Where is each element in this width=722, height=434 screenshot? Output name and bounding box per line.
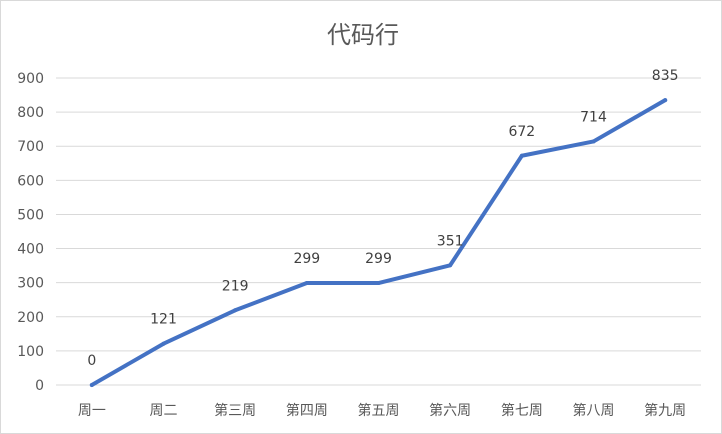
data-label: 0 — [87, 353, 96, 369]
data-point — [304, 281, 309, 286]
data-label: 121 — [150, 312, 177, 328]
data-point — [89, 383, 94, 387]
y-tick-label: 500 — [17, 207, 44, 223]
y-tick-label: 600 — [17, 173, 44, 189]
data-label: 351 — [437, 233, 464, 249]
y-tick-label: 900 — [17, 71, 44, 87]
data-point — [161, 341, 166, 346]
x-tick-label: 第三周 — [214, 402, 256, 419]
y-tick-label: 800 — [17, 105, 44, 121]
data-label: 714 — [580, 109, 607, 125]
y-axis-tick-labels: 0 100 200 300 400 500 600 700 800 900 — [17, 71, 44, 394]
data-point — [519, 153, 524, 158]
x-tick-label: 第七周 — [501, 402, 543, 419]
data-labels: 0 121 219 299 299 351 672 714 835 — [87, 68, 678, 369]
x-tick-label: 周二 — [150, 403, 178, 419]
data-point — [376, 281, 381, 286]
data-label: 299 — [365, 251, 392, 267]
data-point — [663, 98, 668, 103]
chart-title: 代码行 — [327, 21, 399, 49]
series-line — [89, 98, 668, 387]
y-tick-label: 100 — [17, 344, 44, 360]
x-tick-label: 周一 — [78, 403, 106, 419]
y-tick-label: 400 — [17, 242, 44, 258]
y-tick-label: 200 — [17, 310, 44, 326]
x-tick-label: 第九周 — [644, 402, 686, 419]
data-label: 219 — [222, 278, 249, 294]
data-label: 672 — [508, 124, 535, 140]
data-point — [233, 308, 238, 313]
data-point — [448, 263, 453, 268]
x-tick-label: 第八周 — [573, 402, 615, 419]
x-axis-tick-labels: 周一 周二 第三周 第四周 第五周 第六周 第七周 第八周 第九周 — [78, 402, 686, 419]
data-label: 835 — [652, 68, 679, 84]
x-tick-label: 第五周 — [358, 402, 400, 419]
series-line-group — [89, 98, 668, 387]
data-label: 299 — [293, 251, 320, 267]
x-tick-label: 第四周 — [286, 402, 328, 419]
y-tick-label: 300 — [17, 276, 44, 292]
x-tick-label: 第六周 — [429, 402, 471, 419]
y-tick-label: 700 — [17, 139, 44, 155]
y-tick-label: 0 — [35, 378, 44, 394]
gridlines — [56, 77, 701, 386]
data-point — [591, 139, 596, 144]
